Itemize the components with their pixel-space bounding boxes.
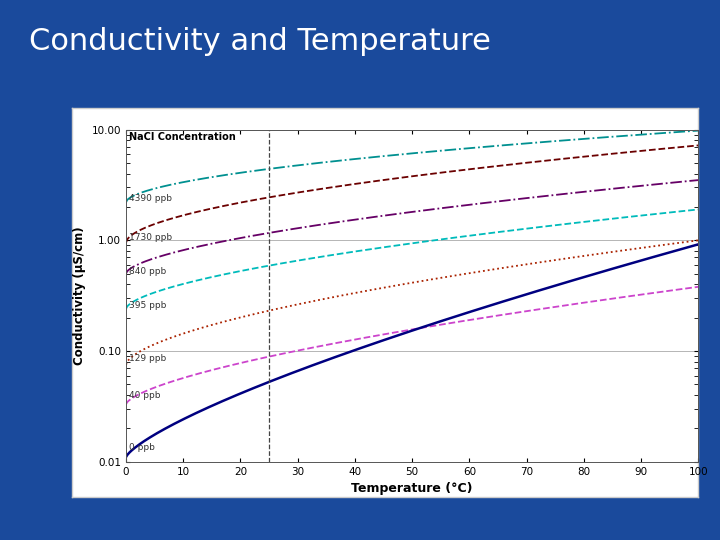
- Text: 129 ppb: 129 ppb: [129, 354, 166, 363]
- Text: NaCl Concentration: NaCl Concentration: [129, 132, 235, 143]
- Text: 395 ppb: 395 ppb: [129, 301, 166, 309]
- Text: 4390 ppb: 4390 ppb: [129, 194, 172, 202]
- Text: 0 ppb: 0 ppb: [129, 443, 155, 452]
- Y-axis label: Conductivity (µS/cm): Conductivity (µS/cm): [73, 226, 86, 365]
- Text: Conductivity and Temperature: Conductivity and Temperature: [29, 27, 490, 56]
- Text: 840 ppb: 840 ppb: [129, 267, 166, 276]
- Text: 40 ppb: 40 ppb: [129, 390, 161, 400]
- X-axis label: Temperature (°C): Temperature (°C): [351, 482, 473, 495]
- Text: 1730 ppb: 1730 ppb: [129, 233, 172, 242]
